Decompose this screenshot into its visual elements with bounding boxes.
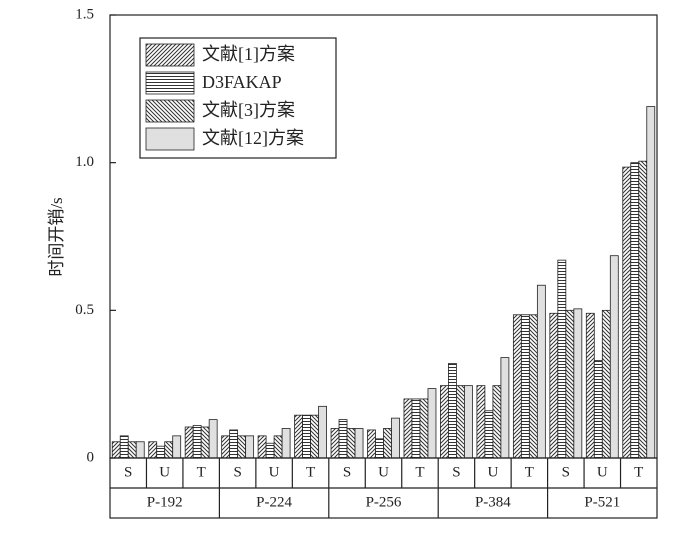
x-tick-label: T [525,464,534,480]
bar [302,414,311,459]
bar [221,435,231,459]
bar [601,309,611,459]
bar [338,419,348,459]
bar [245,435,255,459]
bar [281,428,291,459]
bar [500,357,510,459]
bar [565,309,575,459]
bar [464,385,473,459]
legend-swatch [145,99,195,123]
bar [229,429,239,459]
bar [630,162,640,459]
legend-swatch [145,43,195,67]
bar [448,363,457,459]
x-tick-label: T [634,464,643,480]
bar [257,435,267,459]
bar [427,388,437,459]
x-tick-label: U [487,464,498,480]
bar [622,166,632,459]
x-tick-label: T [306,464,315,480]
bar [549,312,559,459]
bar [528,314,538,459]
legend-label: 文献[12]方案 [202,128,304,148]
bar [484,410,494,459]
legend-label: 文献[1]方案 [202,44,295,64]
x-tick-label: T [197,464,206,480]
bar [520,314,530,459]
y-tick-label: 1.0 [75,154,94,170]
group-label: P-224 [256,494,292,510]
group-label: P-192 [147,494,183,510]
bar [403,398,413,459]
bar [265,442,275,459]
bar [492,385,502,459]
bar [148,441,158,459]
bar [294,414,303,459]
legend-swatch [145,71,195,95]
bar [135,441,145,459]
bar [391,417,400,459]
group-label: P-521 [584,494,620,510]
x-tick-label: S [452,464,460,480]
bar [318,405,327,459]
bar [593,360,603,459]
x-tick-label: S [562,464,570,480]
x-tick-label: U [597,464,608,480]
y-tick-label: 0 [87,449,95,465]
legend-swatch [145,127,195,151]
bar [273,435,283,459]
legend-box [139,37,337,159]
bar [419,398,429,459]
bar [536,284,546,459]
bar [310,414,319,459]
bar [367,429,376,459]
bar [512,314,522,459]
bar [200,426,210,459]
bar [585,312,595,459]
bar [192,425,202,459]
bar [476,385,486,459]
bar [573,308,583,459]
bar [164,441,174,459]
bar [354,428,364,459]
group-label: P-384 [475,494,511,510]
bar [237,435,247,459]
y-tick-label: 0.5 [75,302,94,318]
x-tick-label: S [124,464,132,480]
bar [456,385,465,459]
x-tick-label: U [269,464,280,480]
legend-label: D3FAKAP [202,72,282,92]
x-tick-label: U [159,464,170,480]
bar [184,426,194,459]
bar [375,438,384,459]
y-tick-label: 1.5 [75,6,94,22]
x-tick-label: S [343,464,351,480]
x-tick-label: S [233,464,241,480]
x-tick-label: U [378,464,389,480]
bar [172,435,182,459]
bar [638,160,648,459]
x-tick-label: T [415,464,424,480]
y-axis-label: 时间开销/s [47,197,66,276]
bar [330,428,340,459]
bar [411,398,421,459]
bar [646,106,656,459]
bar [111,441,121,459]
bar [557,259,567,459]
bar [156,445,166,459]
bar [609,255,619,459]
group-label: P-256 [366,494,402,510]
bar [208,419,218,459]
bar [127,441,137,459]
bar [346,428,356,459]
legend-label: 文献[3]方案 [202,100,295,120]
bar [440,385,449,459]
bar [119,435,129,459]
bar [383,428,392,459]
